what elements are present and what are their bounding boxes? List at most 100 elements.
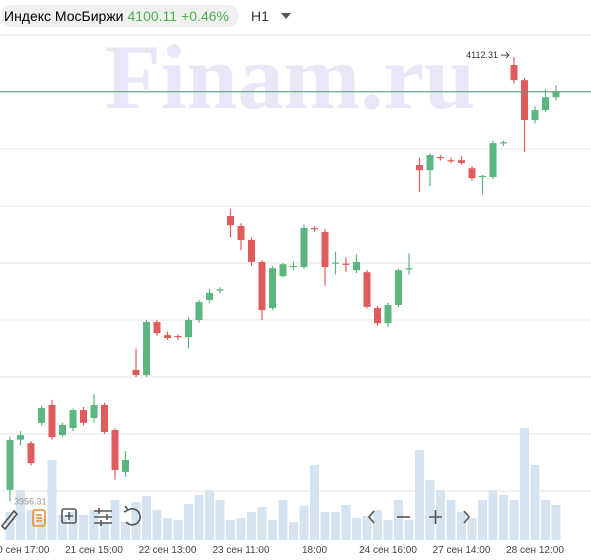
candle-body: [269, 268, 276, 309]
candle-body: [17, 435, 24, 440]
candle-body: [374, 308, 381, 324]
x-tick-label: 18:00: [302, 545, 327, 556]
candle-body: [510, 65, 518, 81]
volume-bar: [5, 512, 15, 540]
draw-tool[interactable]: [0, 509, 19, 531]
candle-body: [405, 268, 413, 270]
last-price: 4100.11: [127, 8, 178, 24]
volume-bar: [436, 490, 445, 540]
volume-bar: [425, 480, 435, 540]
x-tick-label: 23 сен 11:00: [212, 545, 269, 556]
toolbar: [0, 505, 471, 531]
candle-body: [206, 292, 213, 301]
volume-bar: [331, 512, 340, 540]
candle-body: [332, 262, 339, 264]
volume-bar: [226, 520, 235, 540]
volume-bar: [110, 500, 120, 540]
volume-bar: [47, 460, 57, 540]
settings-tool[interactable]: [94, 508, 112, 526]
scroll-left[interactable]: [367, 510, 375, 524]
candle-body: [153, 322, 161, 334]
add-indicator[interactable]: [61, 508, 77, 524]
volume-bar: [541, 500, 550, 540]
candle-body: [363, 272, 371, 307]
list-tool-lines: [36, 514, 42, 522]
candle-body: [216, 289, 224, 291]
low-label: 3956.31: [14, 497, 47, 507]
high-label: 4112.31: [466, 50, 498, 60]
volume-bar: [184, 504, 193, 540]
x-tick-label: 24 сен 16:00: [359, 545, 417, 556]
candle-body: [531, 110, 539, 121]
volume-bar: [236, 518, 246, 540]
volume-bar: [16, 490, 25, 540]
interval[interactable]: H1: [250, 8, 269, 24]
x-tick-label: 20 сен 17:00: [0, 545, 50, 556]
x-tick-label: 21 сен 15:00: [65, 545, 123, 556]
volume-bar: [163, 518, 172, 540]
candle-body: [437, 157, 444, 159]
volume-bar: [509, 500, 519, 540]
candle-body: [143, 322, 150, 376]
volume-bar: [341, 505, 351, 540]
candle-body: [542, 97, 549, 111]
volume-bar: [530, 465, 540, 540]
volume-bar: [278, 500, 288, 540]
volume-bar: [131, 502, 141, 540]
candle-body: [164, 335, 171, 338]
volume-bar: [520, 428, 529, 540]
candle-body: [384, 304, 392, 324]
candle-body: [321, 232, 329, 268]
volume-bar: [268, 520, 277, 540]
candle-body: [90, 404, 98, 419]
candle-body: [132, 369, 140, 376]
volume-bar: [37, 518, 46, 540]
candle-body: [500, 142, 507, 144]
zoom-in[interactable]: [429, 510, 442, 524]
candle-body: [521, 80, 528, 121]
candle-body: [353, 261, 360, 271]
candle-body: [27, 443, 35, 464]
volume-bar: [257, 507, 267, 540]
scroll-right[interactable]: [463, 510, 471, 524]
candle-body: [59, 424, 66, 436]
candle-body: [69, 410, 77, 429]
reset-arrow: [123, 505, 130, 513]
volume-bar: [457, 512, 466, 540]
high-arrow: [501, 51, 510, 59]
volume-bar: [299, 506, 309, 540]
volume-bar: [142, 496, 151, 540]
watermark: Finam.ru: [105, 26, 476, 128]
candle-body: [174, 336, 182, 338]
volume-bar: [383, 520, 393, 540]
volume-bar: [488, 490, 498, 540]
volume-bar: [320, 512, 330, 540]
volume-bar: [551, 505, 561, 540]
candle-body: [468, 168, 476, 179]
volume-bar: [100, 522, 109, 540]
candle-body: [290, 265, 297, 268]
volume-bar: [362, 516, 372, 540]
instrument-name: Индекс МосБиржи: [4, 8, 124, 24]
volume-bar: [194, 495, 204, 540]
volume-bar: [289, 522, 298, 540]
candle-body: [80, 410, 87, 423]
candle-body: [447, 160, 455, 162]
list-tool[interactable]: [32, 509, 46, 527]
x-tick-label: 28 сен 12:00: [506, 545, 564, 556]
volume-bar: [121, 522, 130, 540]
candle-body: [342, 263, 350, 265]
candle-body: [311, 228, 318, 230]
volume-bar: [404, 520, 414, 540]
candle-body: [416, 165, 423, 171]
volume-bar: [446, 500, 456, 540]
instrument-pill[interactable]: Индекс МосБиржи 4100.11 +0.46%: [0, 5, 239, 27]
candle-body: [426, 155, 434, 171]
volume-bar: [247, 512, 256, 540]
header: Индекс МосБиржи 4100.11 +0.46% H1: [0, 4, 291, 28]
candle-body: [101, 404, 108, 433]
interval-dropdown[interactable]: [280, 13, 291, 19]
reset-tool[interactable]: [125, 508, 141, 526]
